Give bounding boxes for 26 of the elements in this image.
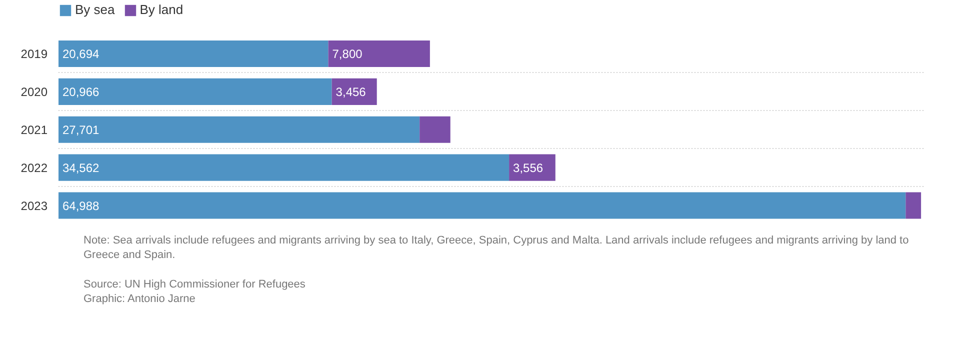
data-label: 64,988 (62, 199, 100, 214)
data-label: 7,800 (332, 47, 363, 62)
source-note: Source: UN High Commissioner for Refugees (84, 278, 306, 290)
data-label: 20,694 (62, 47, 100, 62)
y-tick-label: 2020 (20, 85, 48, 100)
bar (58, 78, 332, 105)
text: Note: Sea arrivals include refugees and migrants arriving by sea to Italy, Greece, Spain, Cyprus and Malta. Land arrivals include refugees and migrants arriving by land to Greece and Spain. (84, 234, 909, 262)
bar (420, 116, 450, 143)
data-label: 27,701 (62, 123, 100, 138)
bar (906, 192, 922, 219)
legend-label: By sea (75, 2, 115, 17)
y-tick-label: 2019 (20, 47, 48, 62)
data-label: 34,562 (62, 161, 100, 176)
bar (58, 192, 906, 219)
y-tick-label: 2022 (20, 161, 48, 176)
bar (58, 154, 510, 181)
legend-label: By land (140, 2, 184, 17)
bar (58, 40, 328, 68)
data-label: 20,966 (62, 85, 100, 100)
y-tick-label: 2021 (20, 123, 48, 138)
y-tick-label: 2023 (20, 199, 48, 214)
data-label: 3,456 (336, 85, 366, 100)
data-label: 3,556 (513, 161, 544, 176)
bar (328, 40, 430, 68)
bar (58, 116, 420, 143)
text: Graphic: Antonio Jarne (84, 293, 196, 306)
